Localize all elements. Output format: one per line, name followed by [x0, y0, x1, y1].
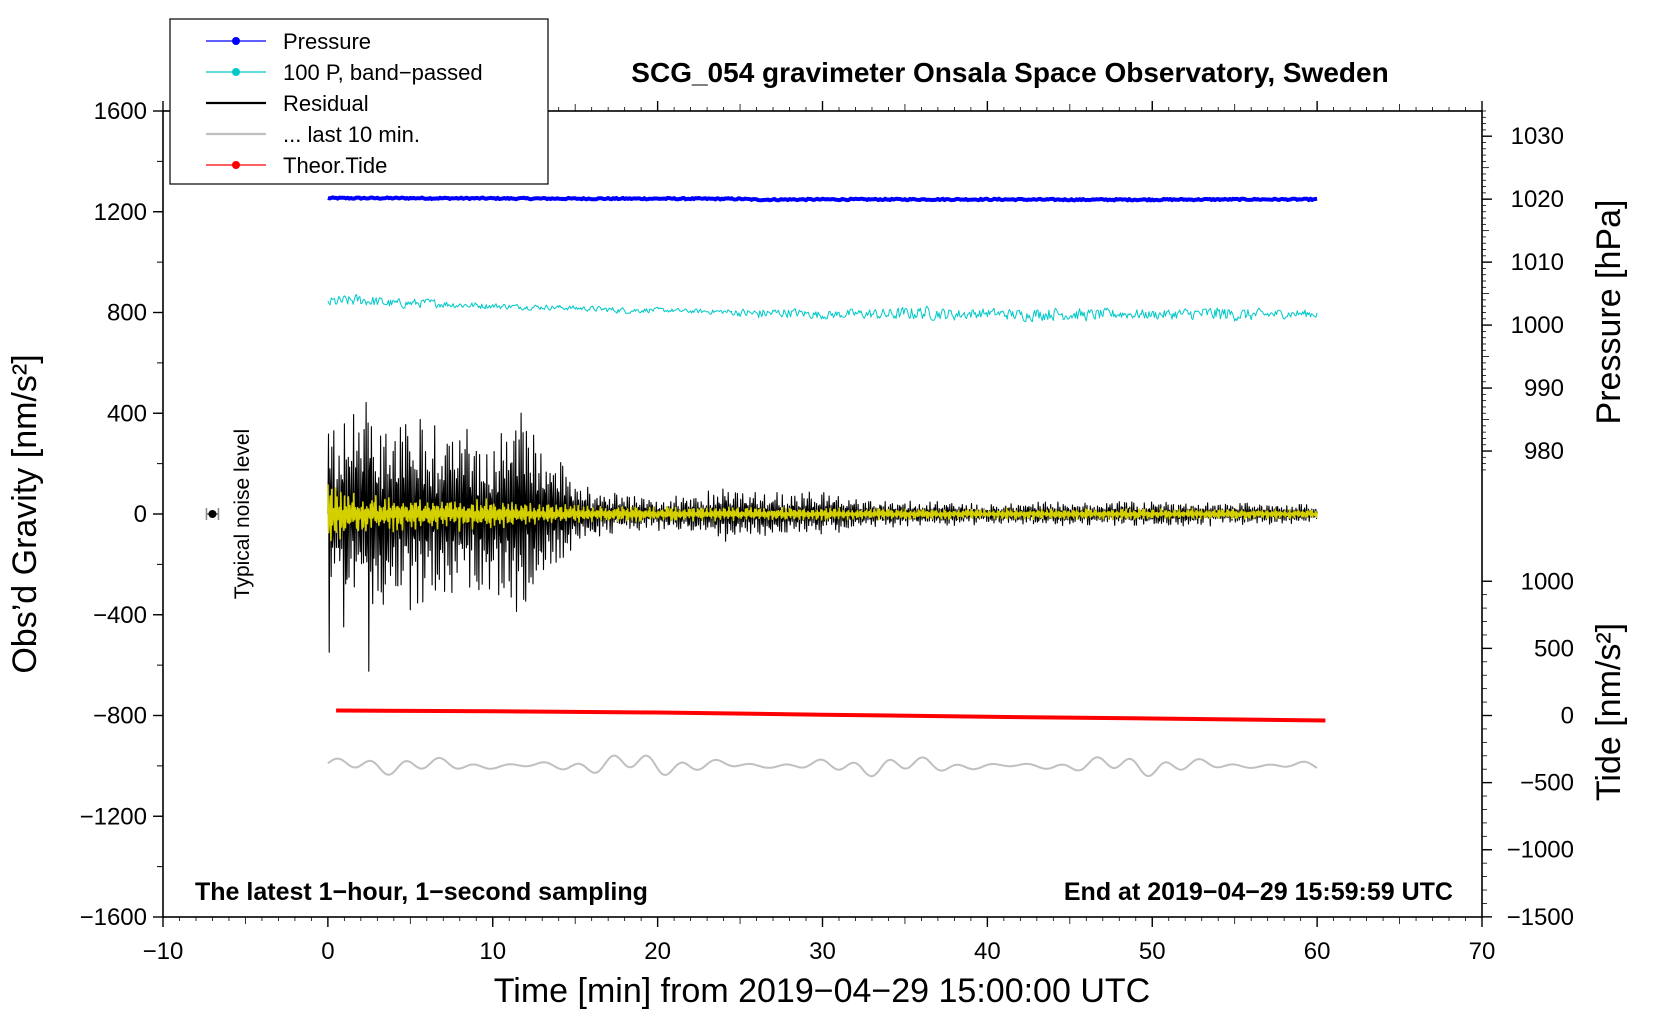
y-left-tick-label: 400 — [107, 400, 147, 427]
legend-marker-theor-tide — [232, 161, 240, 169]
x-tick-label: 0 — [321, 938, 334, 965]
chart-title: SCG_054 gravimeter Onsala Space Observat… — [631, 57, 1388, 88]
tide-tick-label: 500 — [1534, 635, 1574, 662]
data-series — [327, 195, 1326, 778]
series-last-10-min-line — [327, 754, 1318, 778]
y-left-tick-label: −1600 — [80, 904, 147, 931]
legend-label-last-10-min: ... last 10 min. — [283, 122, 420, 147]
legend-label-pressure: Pressure — [283, 29, 371, 54]
x-tick-label: 30 — [809, 938, 836, 965]
tide-tick-label: −1000 — [1507, 837, 1574, 864]
legend-label-theor-tide: Theor.Tide — [283, 153, 387, 178]
pressure-tick-label: 1010 — [1511, 249, 1564, 276]
x-tick-label: 70 — [1469, 938, 1496, 965]
legend: Pressure 100 P, band−passed Residual ... la… — [169, 18, 549, 185]
legend-marker-pressure — [232, 37, 240, 45]
legend-label-100-p-band-passed: 100 P, band−passed — [283, 60, 483, 85]
pressure-tick-label: 1000 — [1511, 312, 1564, 339]
pressure-tick-label: 990 — [1524, 375, 1564, 402]
noise-level-marker — [205, 508, 220, 520]
y-left-tick-label: 1600 — [94, 98, 147, 125]
x-tick-label: 60 — [1304, 938, 1331, 965]
series-pressure-line — [327, 195, 1318, 203]
tide-tick-label: 0 — [1561, 703, 1574, 730]
y-axis-label-pressure: Pressure [hPa] — [1590, 200, 1628, 425]
tide-tick-label: −1500 — [1507, 904, 1574, 931]
pressure-tick-label: 1020 — [1511, 186, 1564, 213]
y-left-tick-label: −400 — [93, 602, 147, 629]
x-axis-label: Time [min] from 2019−04−29 15:00:00 UTC — [494, 972, 1150, 1010]
series-filtered-residual-line — [327, 484, 1318, 542]
legend-label-residual: Residual — [283, 91, 369, 116]
y-left-tick-label: 0 — [134, 501, 147, 528]
y-left-tick-label: 1200 — [94, 199, 147, 226]
sampling-note: The latest 1−hour, 1−second sampling — [195, 878, 648, 906]
y-left-tick-label: 800 — [107, 300, 147, 327]
y-left-tick-label: −1200 — [80, 803, 147, 830]
legend-marker-100-p-band-passed — [232, 68, 240, 76]
noise-dot — [208, 510, 217, 518]
x-tick-label: 10 — [479, 938, 506, 965]
pressure-tick-label: 1030 — [1511, 123, 1564, 150]
noise-level-label: Typical noise level — [231, 429, 254, 599]
tide-tick-label: −500 — [1520, 770, 1574, 797]
axis-ticks: −10 0 10 20 30 40 50 60 70160012008004000−400−80… — [80, 98, 1574, 965]
x-tick-label: 50 — [1139, 938, 1166, 965]
x-tick-label: 20 — [644, 938, 671, 965]
y-axis-label-left: Obs’d Gravity [nm/s²] — [6, 354, 44, 673]
x-tick-label: −10 — [143, 938, 184, 965]
y-axis-label-tide: Tide [nm/s²] — [1590, 623, 1628, 801]
y-left-tick-label: −800 — [93, 703, 147, 730]
end-time-note: End at 2019−04−29 15:59:59 UTC — [1064, 878, 1453, 906]
legend-box — [169, 18, 549, 185]
tide-tick-label: 1000 — [1521, 568, 1574, 595]
pressure-tick-label: 980 — [1524, 438, 1564, 465]
series-residual-line — [327, 401, 1318, 672]
x-tick-label: 40 — [974, 938, 1001, 965]
series-100-p-band-passed-line — [327, 294, 1318, 323]
series-theor-tide-line — [336, 708, 1326, 723]
